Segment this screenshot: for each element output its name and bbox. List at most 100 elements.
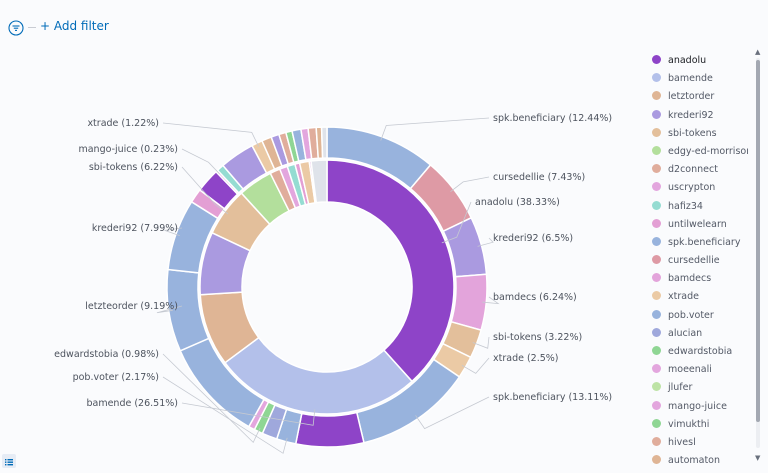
legend-item[interactable]: jlufer <box>648 379 748 397</box>
legend-swatch <box>652 436 661 446</box>
slice-label: pob.voter (2.17%) <box>73 372 159 383</box>
list-icon <box>5 459 13 466</box>
legend-swatch <box>652 382 661 392</box>
legend-item-label: cursedellie <box>668 255 720 267</box>
add-filter-button[interactable]: + Add filter <box>40 19 109 33</box>
legend-item-label: alucian <box>668 327 703 339</box>
outer-slice[interactable] <box>320 126 328 159</box>
legend-item-label: moeenali <box>668 364 712 376</box>
legend-item[interactable]: d2connect <box>648 161 748 179</box>
outer-ring <box>166 126 488 448</box>
slice-label: xtrade (2.5%) <box>493 353 559 364</box>
label-leader-line <box>162 122 260 147</box>
label-leader-line <box>181 148 220 175</box>
legend-item-label: anadolu <box>668 55 707 66</box>
legend-item[interactable]: sbi-tokens <box>648 125 748 143</box>
legend-item-label: edwardstobia <box>668 346 733 357</box>
filter-icon[interactable] <box>8 20 24 36</box>
label-leader-line <box>181 402 316 426</box>
legend-swatch <box>652 109 661 119</box>
legend-scroll-up-icon[interactable]: ▲ <box>755 48 761 56</box>
legend-item[interactable]: mango-juice <box>648 398 748 416</box>
legend-swatch <box>652 91 661 101</box>
label-leader-line <box>156 305 183 314</box>
legend-item-label: pob.voter <box>668 309 714 321</box>
label-leader-line <box>450 176 490 193</box>
slice-label: sbi-tokens (3.22%) <box>493 332 582 343</box>
slice-label: letzteorder (9.19%) <box>85 301 178 312</box>
legend-swatch <box>652 327 661 337</box>
legend-item-label: untilwelearn <box>668 218 727 230</box>
legend-item-label: uscrypton <box>668 182 716 194</box>
legend-swatch <box>652 455 661 465</box>
label-leader-line <box>461 357 490 374</box>
label-leader-line <box>181 166 229 215</box>
label-leader-line <box>415 396 490 430</box>
legend-item-label: hafiz34 <box>668 200 703 212</box>
slice-label: spk.beneficiary (12.44%) <box>493 113 612 124</box>
legend-item[interactable]: hafiz34 <box>648 198 748 216</box>
legend-swatch <box>652 127 661 137</box>
legend-scroll-down-icon[interactable]: ▼ <box>755 454 761 462</box>
slice-label: krederi92 (6.5%) <box>493 233 573 244</box>
legend-item[interactable]: hivesl <box>648 434 748 452</box>
legend-item-label: bamdecs <box>668 273 712 285</box>
legend-item[interactable]: bamende <box>648 70 748 88</box>
slice-label: bamende (26.51%) <box>86 398 178 409</box>
legend-item[interactable]: letztorder <box>648 88 748 106</box>
legend-item-label: letztorder <box>668 91 715 103</box>
legend-item[interactable]: spk.beneficiary <box>648 234 748 252</box>
legend-swatch <box>652 255 661 265</box>
legend-item[interactable]: krederi92 <box>648 107 748 125</box>
legend-swatch <box>652 200 661 210</box>
legend-item-label: bamende <box>668 73 713 85</box>
legend-item[interactable]: uscrypton <box>648 179 748 197</box>
legend-item-label: spk.beneficiary <box>668 236 741 248</box>
slice-label: sbi-tokens (6.22%) <box>89 162 178 173</box>
legend-item[interactable]: cursedellie <box>648 252 748 270</box>
legend-swatch <box>652 291 661 301</box>
legend-item[interactable]: automaton <box>648 452 748 466</box>
legend-swatch <box>652 273 661 283</box>
legend-item-label: edgy-ed-morrison <box>668 145 748 157</box>
filter-separator <box>28 27 36 28</box>
legend-item[interactable]: edgy-ed-morrison <box>648 143 748 161</box>
label-leader-line <box>162 376 288 454</box>
inner-slice[interactable] <box>326 159 455 383</box>
legend-item[interactable]: bamdecs <box>648 270 748 288</box>
label-leader-line <box>482 296 500 305</box>
legend-item[interactable]: pob.voter <box>648 307 748 325</box>
legend-scrollbar-thumb[interactable] <box>756 60 760 422</box>
donut-chart: spk.beneficiary (12.44%) cursedellie (7.4… <box>54 113 612 454</box>
legend-item-label: vimukthi <box>668 418 710 430</box>
label-leader-line <box>380 117 490 141</box>
legend-item[interactable]: vimukthi <box>648 416 748 434</box>
legend-item[interactable]: xtrade <box>648 288 748 306</box>
label-leader-line <box>162 353 261 444</box>
legend-swatch <box>652 418 661 428</box>
legend-item[interactable]: anadolu <box>648 52 748 70</box>
legend-item[interactable]: untilwelearn <box>648 216 748 234</box>
legend-item-label: d2connect <box>668 164 718 176</box>
legend-swatch <box>652 400 661 410</box>
outer-slice[interactable] <box>450 273 488 332</box>
legend-item-label: jlufer <box>668 382 693 394</box>
legend-swatch <box>652 309 661 319</box>
outer-slice[interactable] <box>294 411 365 448</box>
slice-label: spk.beneficiary (13.11%) <box>493 392 612 403</box>
legend-item[interactable]: edwardstobia <box>648 343 748 361</box>
legend-item[interactable]: moeenali <box>648 361 748 379</box>
legend-toggle-button[interactable] <box>2 454 16 468</box>
label-leader-line <box>477 237 494 247</box>
legend-item-label: krederi92 <box>668 109 714 121</box>
legend-item-label: mango-juice <box>668 400 727 412</box>
slice-label: cursedellie (7.43%) <box>493 172 585 183</box>
inner-slice[interactable] <box>310 159 328 204</box>
legend-swatch <box>652 164 661 174</box>
inner-ring <box>199 159 455 415</box>
legend-swatch <box>652 364 661 374</box>
legend-swatch <box>652 346 661 355</box>
legend-item-label: automaton <box>668 455 721 466</box>
legend-item-label: xtrade <box>668 291 699 303</box>
legend-item[interactable]: alucian <box>648 325 748 343</box>
